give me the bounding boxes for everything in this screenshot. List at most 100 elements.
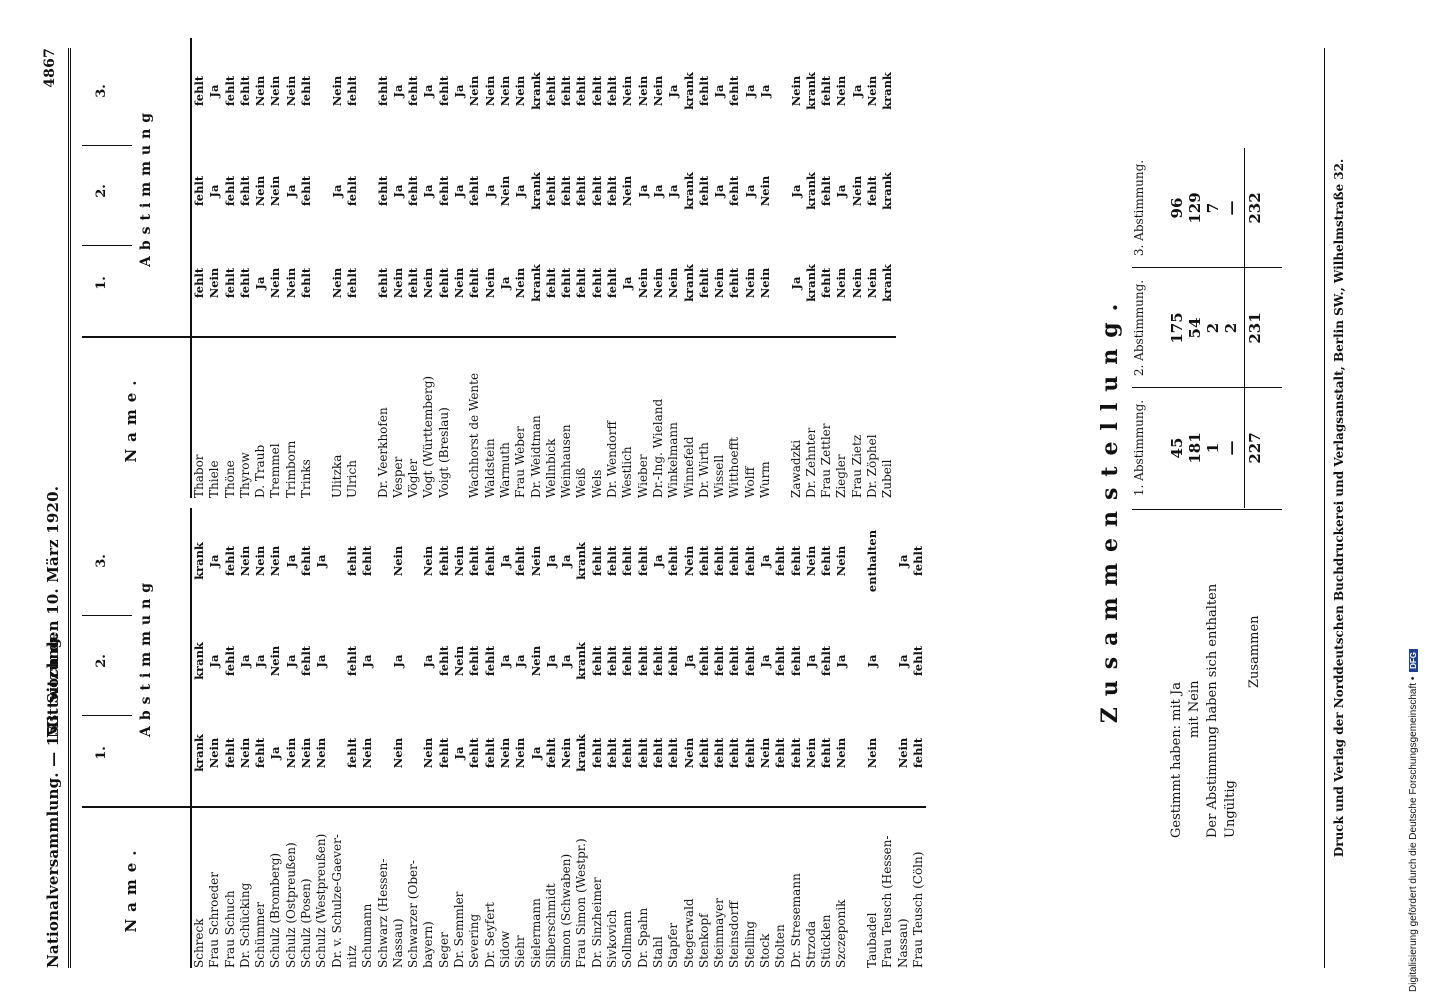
rows-right: Thabor fehlt fehlt fehlt Thiele Nein Ja Ja Thöne… (192, 38, 896, 498)
vote-3: Nein (497, 75, 512, 107)
vote-3: Nein (283, 75, 298, 107)
vote-1: krank (574, 734, 589, 772)
table-row: Thöne fehlt fehlt fehlt (223, 38, 238, 498)
vote-numbers: 1. 2. 3. (94, 508, 116, 806)
vote-2: fehlt (574, 175, 589, 207)
member-name: Trinks (299, 459, 314, 498)
vote-1: fehlt (910, 737, 925, 769)
table-row: Weiß fehlt fehlt fehlt (574, 38, 589, 498)
table-row: Trimborn Nein Ja Nein (284, 38, 299, 498)
table-row: Vesper Nein Ja Ja (391, 38, 406, 498)
table-row: Schwarzer (Ober- (406, 508, 421, 968)
vote-1: fehlt (482, 737, 497, 769)
vote-1: Nein (635, 267, 650, 299)
table-row (773, 38, 788, 498)
vote-2: fehlt (865, 175, 880, 207)
member-name: Stapfer (666, 922, 681, 968)
vote-3: Nein (788, 75, 803, 107)
vote-2: Ja (482, 184, 497, 198)
table-row: Wachhorst de Wente fehlt fehlt Nein (467, 38, 482, 498)
table-row: Szczeponik Nein Ja Nein (834, 508, 849, 968)
vote-1: Nein (390, 737, 405, 769)
vote-2: Ja (497, 654, 512, 668)
member-name: Frau Simon (Westpr.) (574, 838, 589, 968)
col-2: 2. (94, 654, 109, 668)
col-1: 1. (94, 746, 109, 760)
table-row: Warmuth Ja Nein Nein (498, 38, 513, 498)
vote-3: fehlt (589, 545, 604, 577)
vote-2: fehlt (712, 645, 727, 677)
vote-3: fehlt (910, 545, 925, 577)
vote-1: Nein (299, 737, 314, 769)
vote-2: fehlt (436, 645, 451, 677)
member-name: Winkelmann (666, 422, 681, 498)
vote-1: Ja (497, 276, 512, 290)
table-row: Wolff Nein Ja Ja (743, 38, 758, 498)
summary-col-1: 1. Abstimmung. (1132, 399, 1146, 497)
vote-3: fehlt (605, 75, 620, 107)
vote-1: Ja (452, 746, 467, 760)
vote-1: fehlt (436, 737, 451, 769)
vote-3: Ja (742, 84, 757, 98)
table-row: Schümmer fehlt Ja Nein (253, 508, 268, 968)
member-name: Severing (467, 913, 482, 968)
vote-1: fehlt (436, 267, 451, 299)
vote-2: fehlt (406, 175, 421, 207)
vote-3: fehlt (344, 545, 359, 577)
table-row: Steinmayer fehlt fehlt fehlt (712, 508, 727, 968)
member-name: Steinsdorff (727, 900, 742, 968)
vote-3: fehlt (788, 545, 803, 577)
vote-1: fehlt (467, 737, 482, 769)
summary-col-3: 3. Abstimmung. (1132, 159, 1146, 257)
table-head: Name. 1. 2. 3. Abstimmung (82, 508, 192, 968)
vote-3: fehlt (696, 545, 711, 577)
vote-2: Ja (452, 184, 467, 198)
vote-3: Ja (712, 84, 727, 98)
table-row: Siehr Nein Ja fehlt (513, 508, 528, 968)
vote-1: Nein (421, 737, 436, 769)
vote-2: fehlt (559, 175, 574, 207)
table-row (314, 38, 329, 498)
table-row: Frau Simon (Westpr.) krank krank krank (574, 508, 589, 968)
table-row: Schulz (Bromberg) Ja Nein Nein (268, 508, 283, 968)
vote-2: Ja (283, 184, 298, 198)
vote-1: Nein (865, 737, 880, 769)
vote-1: fehlt (543, 267, 558, 299)
vote-3: Ja (314, 554, 329, 568)
vote-1: fehlt (559, 267, 574, 299)
vote-3: Ja (207, 84, 222, 98)
member-name: Steinmayer (712, 898, 727, 968)
vote-2: Nein (253, 175, 268, 207)
vote-1: fehlt (589, 267, 604, 299)
summary-value: — (1222, 440, 1240, 456)
vote-2: Ja (390, 654, 405, 668)
member-name: nitz (344, 945, 359, 968)
member-name: Szczeponik (834, 899, 849, 968)
vote-3: fehlt (574, 75, 589, 107)
vote-3: Nein (390, 545, 405, 577)
vote-3: krank (192, 542, 206, 580)
member-name: Frau Schuch (222, 890, 237, 968)
imprint-footer: Druck und Verlag der Norddeutschen Buchd… (1332, 158, 1346, 858)
vote-2: fehlt (910, 645, 925, 677)
member-name: Winnefeld (681, 436, 696, 498)
vote-1: fehlt (696, 737, 711, 769)
vote-3: fehlt (237, 75, 252, 107)
member-name: Dr. Zehnter (803, 427, 818, 498)
vote-1: Ja (268, 746, 283, 760)
member-name: Frau Weber (513, 426, 528, 498)
vote-1: fehlt (406, 267, 421, 299)
vote-1: fehlt (299, 267, 314, 299)
table-row: Simon (Schwaben) Nein Ja Ja (559, 508, 574, 968)
vote-1: Ja (528, 746, 543, 760)
vote-2: fehlt (299, 175, 314, 207)
member-name: Wieber (635, 454, 650, 498)
vote-3: fehlt (299, 75, 314, 107)
member-name: Dr. Seyfert (482, 902, 497, 968)
vote-1: Nein (283, 267, 298, 299)
vote-1: Nein (237, 737, 252, 769)
table-row: Taubadel Nein Ja enthalten (865, 508, 880, 968)
vote-3: fehlt (344, 75, 359, 107)
vote-1: fehlt (222, 267, 237, 299)
vote-1: Nein (497, 737, 512, 769)
